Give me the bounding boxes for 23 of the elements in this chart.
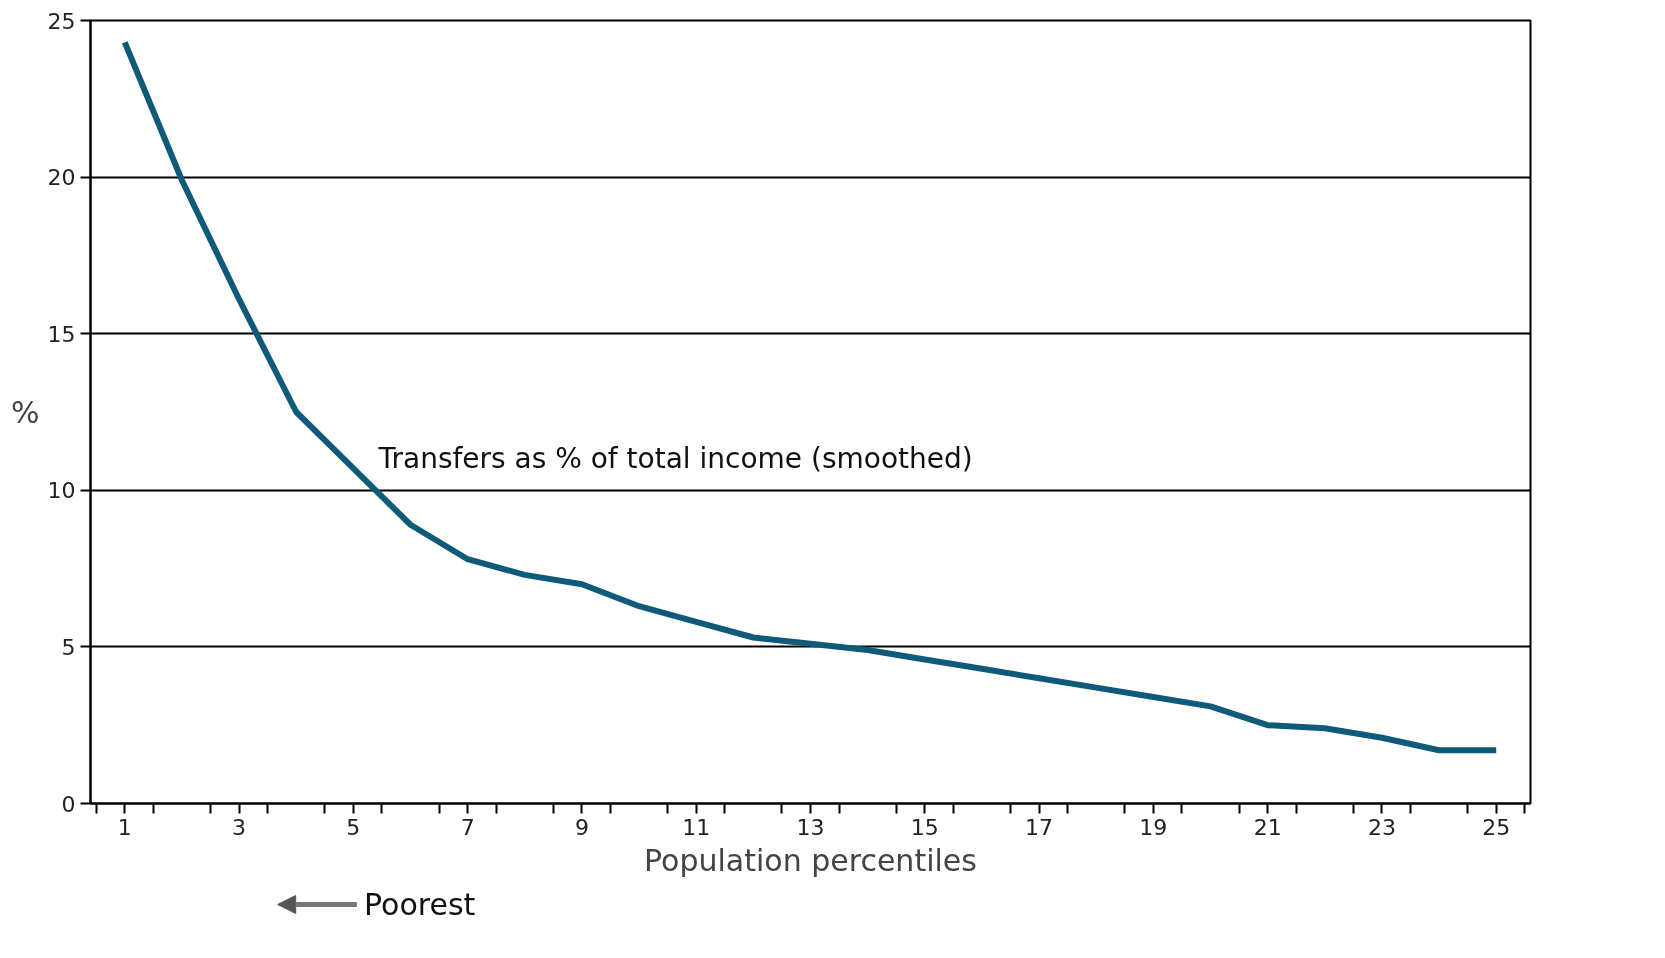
x-tick-label: 19 [1139,814,1168,840]
x-tick-label: 15 [910,814,939,840]
y-tick-label: 0 [61,791,76,817]
x-tick-label: 3 [232,814,247,840]
x-tick-label: 21 [1253,814,1282,840]
x-tick-label: 13 [796,814,825,840]
x-axis-title: Population percentiles [644,842,977,878]
x-tick-label: 17 [1025,814,1054,840]
x-tick-label: 7 [460,814,475,840]
x-tick-label: 23 [1367,814,1396,840]
x-tick-label: 1 [117,814,132,840]
y-axis-title: % [11,394,40,430]
annotation: Transfers as % of total income (smoothed) [377,442,973,476]
text: Poorest [364,887,476,922]
x-tick-label: 5 [346,814,361,840]
y-tick-label: 5 [61,634,76,660]
y-tick-label: 15 [47,321,76,347]
x-tick-label: 9 [574,814,589,840]
x-tick-label: 11 [682,814,711,840]
y-tick-label: 10 [47,478,76,504]
x-tick-label: 25 [1482,814,1511,840]
y-tick-label: 20 [47,165,76,191]
y-tick-label: 25 [47,8,76,34]
